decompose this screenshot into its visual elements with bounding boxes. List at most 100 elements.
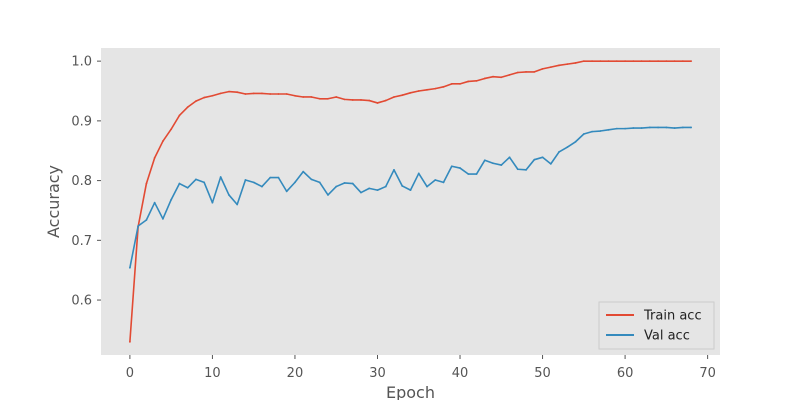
- data-point: [525, 168, 527, 171]
- data-point: [153, 157, 156, 159]
- data-point: [483, 159, 486, 162]
- data-point: [162, 140, 164, 143]
- data-point: [640, 60, 643, 63]
- x-tick-label: 0: [126, 366, 134, 381]
- data-point: [376, 102, 379, 104]
- data-point: [252, 92, 255, 95]
- data-point: [599, 60, 602, 63]
- y-tick-label: 0.7: [71, 234, 92, 249]
- data-point: [294, 181, 296, 184]
- data-point: [500, 76, 503, 79]
- data-point: [632, 60, 635, 63]
- x-axis-label: Epoch: [386, 383, 435, 400]
- data-point: [384, 99, 387, 102]
- data-point: [368, 187, 371, 190]
- data-point: [393, 96, 395, 98]
- data-point: [549, 162, 552, 165]
- data-point: [178, 182, 181, 185]
- data-point: [360, 99, 362, 101]
- data-point: [195, 100, 197, 103]
- data-point: [459, 82, 461, 85]
- data-point: [624, 127, 626, 130]
- data-point: [599, 130, 602, 132]
- data-point: [261, 185, 263, 188]
- data-point: [426, 88, 428, 91]
- data-point: [624, 60, 626, 63]
- data-point: [690, 60, 693, 63]
- data-point: [475, 173, 478, 175]
- x-tick-label: 20: [287, 366, 304, 381]
- data-point: [574, 140, 577, 143]
- data-point: [607, 60, 610, 63]
- legend-label-val-acc: Val acc: [644, 329, 690, 344]
- data-point: [219, 176, 222, 178]
- x-tick-label: 10: [204, 366, 221, 381]
- data-point: [277, 93, 280, 95]
- data-point: [467, 80, 470, 83]
- legend: Train acc Val acc: [598, 301, 715, 350]
- data-point: [327, 194, 329, 196]
- data-point: [318, 97, 321, 100]
- data-point: [615, 127, 618, 130]
- x-tick-label: 50: [534, 366, 551, 381]
- data-point: [244, 179, 247, 181]
- data-point: [252, 181, 255, 184]
- data-point: [236, 203, 239, 206]
- data-point: [558, 151, 560, 153]
- data-point: [351, 99, 354, 101]
- data-point: [516, 168, 519, 171]
- data-point: [475, 79, 478, 82]
- data-point: [657, 126, 659, 129]
- data-point: [500, 164, 503, 166]
- data-point: [566, 63, 569, 66]
- data-point: [467, 173, 470, 175]
- data-point: [186, 186, 189, 189]
- data-point: [492, 75, 494, 78]
- data-point: [681, 60, 684, 63]
- data-point: [459, 167, 461, 169]
- data-point: [335, 185, 338, 188]
- data-point: [516, 71, 519, 74]
- x-tick-label: 40: [452, 366, 469, 381]
- data-point: [549, 66, 552, 69]
- data-point: [450, 165, 453, 168]
- data-point: [409, 189, 412, 192]
- data-point: [203, 96, 206, 99]
- data-point: [533, 70, 536, 73]
- data-point: [591, 130, 593, 133]
- legend-label-train-acc: Train acc: [643, 309, 702, 324]
- data-point: [228, 194, 230, 196]
- data-point: [219, 92, 222, 95]
- data-point: [343, 182, 346, 184]
- data-point: [401, 94, 404, 97]
- data-point: [417, 90, 420, 92]
- data-point: [162, 217, 164, 220]
- data-point: [409, 91, 412, 94]
- data-point: [211, 94, 214, 97]
- data-point: [673, 60, 676, 63]
- data-point: [541, 156, 544, 159]
- data-point: [533, 158, 536, 161]
- data-point: [657, 60, 659, 63]
- data-point: [145, 219, 148, 221]
- x-tick-label: 70: [699, 366, 716, 381]
- y-axis-label: Accuracy: [44, 165, 63, 238]
- data-point: [442, 85, 445, 88]
- data-point: [615, 60, 618, 63]
- data-point: [186, 106, 189, 109]
- data-point: [665, 60, 668, 63]
- data-point: [145, 182, 148, 185]
- data-point: [648, 60, 651, 63]
- data-point: [203, 181, 206, 184]
- data-point: [541, 68, 544, 70]
- data-point: [566, 146, 569, 149]
- data-point: [508, 156, 511, 159]
- data-point: [393, 168, 395, 171]
- data-point: [128, 340, 131, 343]
- data-point: [277, 176, 280, 179]
- data-point: [302, 96, 305, 98]
- x-axis-ticks: 0 10 20 30 40 50 60 70: [126, 355, 716, 381]
- data-point: [128, 266, 131, 269]
- data-point: [318, 181, 321, 184]
